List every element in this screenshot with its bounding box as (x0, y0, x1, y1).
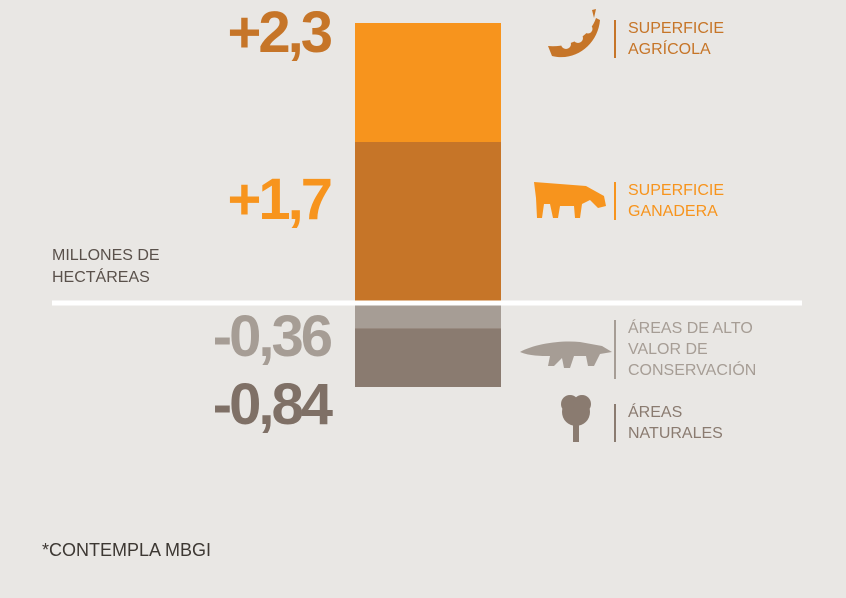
pea-icon (548, 9, 600, 58)
legend-label: ÁREAS DE ALTO VALOR DE CONSERVACIÓN (628, 320, 757, 379)
y-axis-label: MILLONES DE HECTÁREAS (52, 247, 160, 286)
value-label: -0,84 (212, 372, 333, 437)
bar-segment (355, 142, 501, 303)
bar-segment (355, 328, 501, 387)
value-label: +1,7 (227, 167, 333, 232)
value-label: -0,36 (212, 304, 333, 369)
value-label: +2,3 (227, 0, 333, 65)
legend-separator (614, 20, 616, 58)
bar-segment (355, 23, 501, 142)
legend-separator (614, 320, 616, 379)
footnote: *CONTEMPLA MBGI (42, 540, 212, 560)
legend-separator (614, 404, 616, 442)
legend-label: SUPERFICIE GANADERA (628, 182, 725, 220)
bars (355, 23, 501, 387)
bar-segment (355, 303, 501, 329)
legend-label: SUPERFICIE AGRÍCOLA (628, 20, 725, 58)
tree-icon (561, 395, 591, 442)
cow-icon (534, 182, 606, 218)
legend-separator (614, 182, 616, 220)
legend-label: ÁREAS NATURALES (628, 404, 723, 442)
anteater-icon (520, 341, 612, 368)
